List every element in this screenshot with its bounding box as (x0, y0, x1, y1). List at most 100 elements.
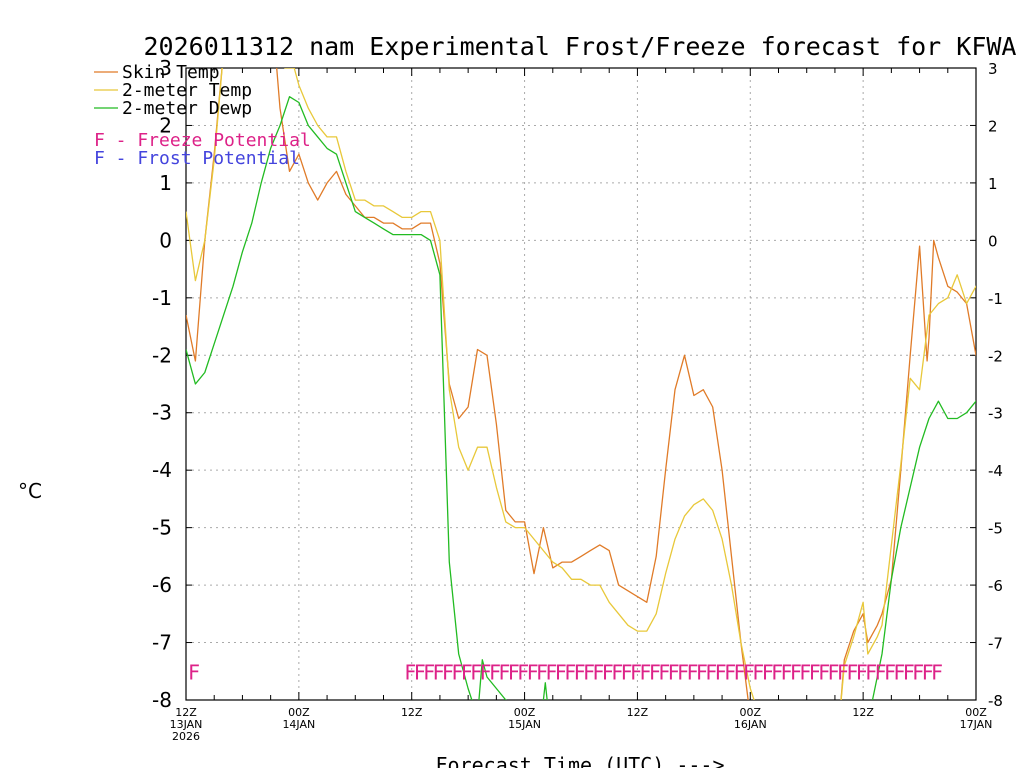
x-tick-label: 00Z (965, 706, 987, 719)
freeze-potential-mark: F (931, 660, 943, 684)
y-tick-label-right: -7 (988, 635, 1003, 653)
freeze-potential-mark: F (686, 660, 698, 684)
y-tick-label-right: 2 (988, 117, 998, 135)
y-tick-label: -2 (152, 343, 172, 367)
x-tick-label: 16JAN (734, 718, 767, 731)
x-tick-label: 12Z (175, 706, 197, 719)
freeze-potential-mark: F (893, 660, 905, 684)
freeze-potential-mark: F (912, 660, 924, 684)
freeze-potential-mark: F (564, 660, 576, 684)
freeze-potential-mark: F (884, 660, 896, 684)
freeze-potential-mark: F (527, 660, 539, 684)
x-axis-label: Forecast Time (UTC) ---> (436, 753, 725, 768)
y-tick-label-right: -1 (988, 290, 1003, 308)
freeze-potential-mark: F (715, 660, 727, 684)
series-line-skin-temp (840, 239, 976, 700)
y-tick-label-right: 3 (988, 60, 998, 78)
freeze-potential-mark: F (752, 660, 764, 684)
freeze-potential-mark: F (771, 660, 783, 684)
freeze-potential-mark: F (555, 660, 567, 684)
freeze-potential-mark: F (875, 660, 887, 684)
freeze-potential-mark: F (611, 660, 623, 684)
freeze-potential-mark: F (696, 660, 708, 684)
freeze-potential-mark: F (489, 660, 501, 684)
y-tick-label-right: 0 (988, 232, 998, 250)
freeze-potential-mark: F (508, 660, 520, 684)
y-tick-label-right: -3 (988, 405, 1003, 423)
series-line-2-meter-temp (840, 274, 976, 700)
plot-frame (185, 67, 977, 701)
freeze-potential-mark: F (743, 660, 755, 684)
x-tick-label: 12Z (852, 706, 874, 719)
freeze-potential-marks: F FFFFFFFFFFFFFFFFFFFFFFFFFFFFFFFFFFFFFFF… (188, 660, 943, 684)
freeze-potential-mark: F (724, 660, 736, 684)
x-tick-label: 12Z (401, 706, 423, 719)
x-tick-label: 00Z (514, 706, 536, 719)
freeze-potential-mark: F (517, 660, 529, 684)
legend-label: Skin Temp (122, 62, 220, 83)
y-tick-label: -5 (152, 516, 172, 540)
legend-label: F - Frost Potential (94, 148, 300, 169)
freeze-potential-mark: F (630, 660, 642, 684)
y-tick-label-right: -5 (988, 520, 1003, 538)
series-line-2-meter-dewp (871, 400, 976, 700)
freeze-potential-mark: F (762, 660, 774, 684)
freeze-potential-mark: F (809, 660, 821, 684)
freeze-potential-mark: F (799, 660, 811, 684)
freeze-potential-mark: F (922, 660, 934, 684)
freeze-potential-mark: F (621, 660, 633, 684)
freeze-potential-mark: F (451, 660, 463, 684)
freeze-potential-mark: F (188, 660, 200, 684)
series-line-2-meter-dewp (542, 682, 548, 700)
x-tick-label: 15JAN (508, 718, 541, 731)
freeze-potential-mark: F (677, 660, 689, 684)
freeze-potential-mark: F (536, 660, 548, 684)
freeze-potential-mark: F (602, 660, 614, 684)
freeze-potential-mark: F (658, 660, 670, 684)
y-tick-label: -8 (152, 688, 172, 712)
x-tick-label: 12Z (627, 706, 649, 719)
freeze-potential-mark: F (461, 660, 473, 684)
y-axis-label: °C (18, 479, 42, 503)
y-tick-label: -6 (152, 573, 172, 597)
x-tick-label: 13JAN (170, 718, 203, 731)
freeze-potential-mark: F (414, 660, 426, 684)
freeze-potential-mark: F (818, 660, 830, 684)
y-tick-label-right: -8 (988, 692, 1003, 710)
x-tick-label: 00Z (740, 706, 762, 719)
freeze-potential-mark: F (856, 660, 868, 684)
chart-title: 2026011312 nam Experimental Frost/Freeze… (144, 32, 1017, 61)
legend-label: 2-meter Temp (122, 80, 252, 101)
freeze-potential-mark: F (846, 660, 858, 684)
x-tick-label: 00Z (288, 706, 310, 719)
legend-label: 2-meter Dewp (122, 98, 252, 119)
series-line-2-meter-temp (186, 68, 755, 700)
x-tick-label: 17JAN (960, 718, 993, 731)
y-tick-label-right: -4 (988, 462, 1003, 480)
freeze-potential-mark: F (583, 660, 595, 684)
freeze-potential-mark: F (592, 660, 604, 684)
y-tick-label: 3 (159, 56, 172, 80)
y-tick-label-right: -6 (988, 577, 1003, 595)
y-tick-label: -4 (152, 458, 172, 482)
freeze-potential-mark: F (649, 660, 661, 684)
freeze-potential-mark: F (442, 660, 454, 684)
freeze-potential-mark: F (781, 660, 793, 684)
series-line-2-meter-dewp (186, 96, 507, 700)
freeze-potential-mark: F (733, 660, 745, 684)
y-tick-label: 0 (159, 228, 172, 252)
freeze-potential-mark: F (423, 660, 435, 684)
freeze-potential-mark: F (639, 660, 651, 684)
y-tick-label: 1 (159, 171, 172, 195)
y-tick-label-right: -2 (988, 347, 1003, 365)
legend-label: F - Freeze Potential (94, 130, 311, 151)
axes: 3 3 2 2 1 1 0 0 -1 -1 -2 -2 -3 -3 -4 -4 -5 -5 -6 -6 -7 -7 -8 -8… (152, 56, 1003, 743)
y-tick-label: -7 (152, 631, 172, 655)
freeze-potential-mark: F (574, 660, 586, 684)
y-tick-label: -3 (152, 401, 172, 425)
y-tick-label: 2 (159, 113, 172, 137)
freeze-potential-mark: F (404, 660, 416, 684)
freeze-potential-mark: F (433, 660, 445, 684)
